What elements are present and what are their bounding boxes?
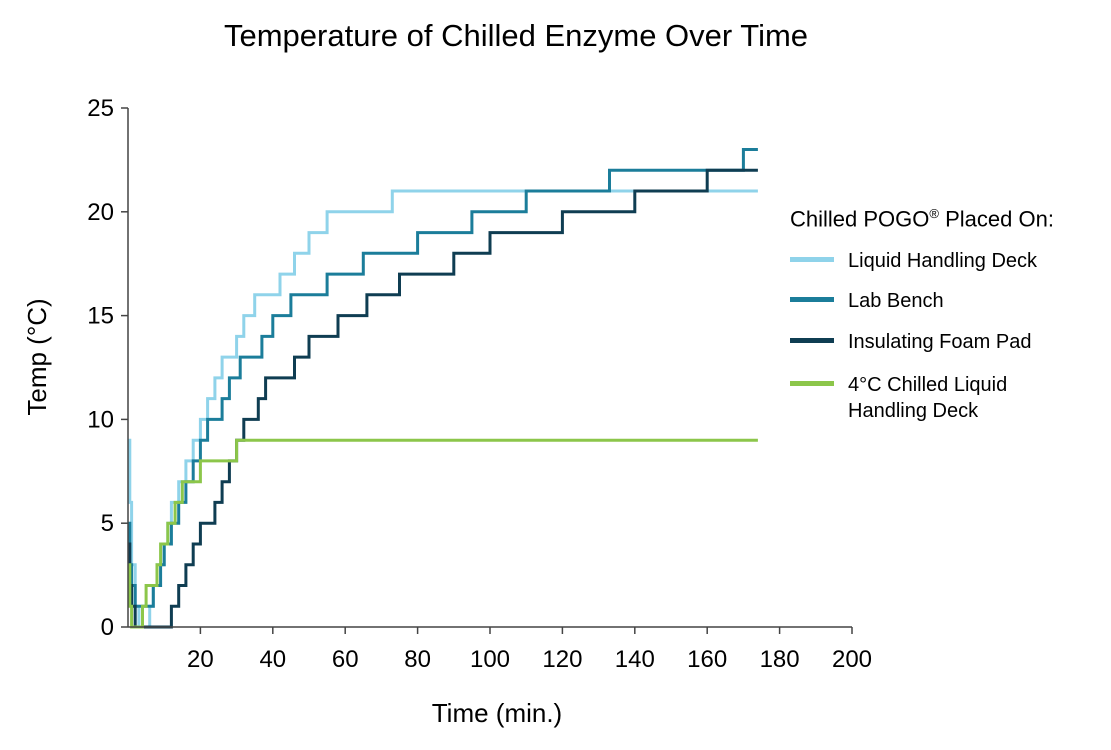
registered-mark: ® — [929, 206, 939, 221]
x-tick-label: 100 — [470, 646, 510, 673]
y-axis-label: Temp (°C) — [22, 298, 52, 415]
legend-swatch — [790, 257, 834, 262]
y-tick-label: 20 — [87, 199, 114, 226]
x-tick-layer: 20 40 60 80 100 120 140 160 180 200 — [187, 627, 872, 673]
x-tick-label: 20 — [187, 646, 214, 673]
legend-title: Chilled POGO® Placed On: — [790, 206, 1054, 232]
legend-label: 4°C Chilled Liquid Handling Deck — [848, 374, 1008, 422]
legend-swatch — [790, 338, 834, 343]
x-tick-label: 200 — [832, 646, 872, 673]
series-line-insulating-foam-pad — [128, 168, 758, 629]
y-tick-label: 10 — [87, 406, 114, 433]
series-line-lab-bench — [128, 148, 758, 608]
y-tick-label: 0 — [101, 614, 114, 641]
legend-label: Liquid Handling Deck — [848, 250, 1038, 272]
x-tick-label: 120 — [542, 646, 582, 673]
y-tick-label: 25 — [87, 95, 114, 122]
x-tick-label: 40 — [259, 646, 286, 673]
chart-title: Temperature of Chilled Enzyme Over Time — [223, 18, 809, 53]
series-layer — [128, 148, 758, 629]
x-tick-label: 140 — [615, 646, 655, 673]
legend-label: Insulating Foam Pad — [848, 331, 1032, 353]
legend-label: Lab Bench — [848, 290, 944, 312]
x-tick-label: 80 — [404, 646, 431, 673]
y-tick-layer: 0 5 10 15 20 25 — [87, 95, 128, 641]
x-axis-label: Time (min.) — [432, 698, 562, 728]
y-tick-label: 15 — [87, 303, 114, 330]
legend-title-end: Placed On: — [938, 206, 1054, 232]
series-line-4-c-chilled-liquid-handling-deck — [128, 438, 758, 629]
legend-swatch — [790, 297, 834, 302]
x-tick-label: 180 — [760, 646, 800, 673]
x-tick-label: 160 — [687, 646, 727, 673]
y-tick-label: 5 — [101, 510, 114, 537]
legend-title-main: Chilled POGO — [790, 206, 930, 232]
x-tick-label: 60 — [332, 646, 359, 673]
legend-swatch — [790, 381, 834, 386]
